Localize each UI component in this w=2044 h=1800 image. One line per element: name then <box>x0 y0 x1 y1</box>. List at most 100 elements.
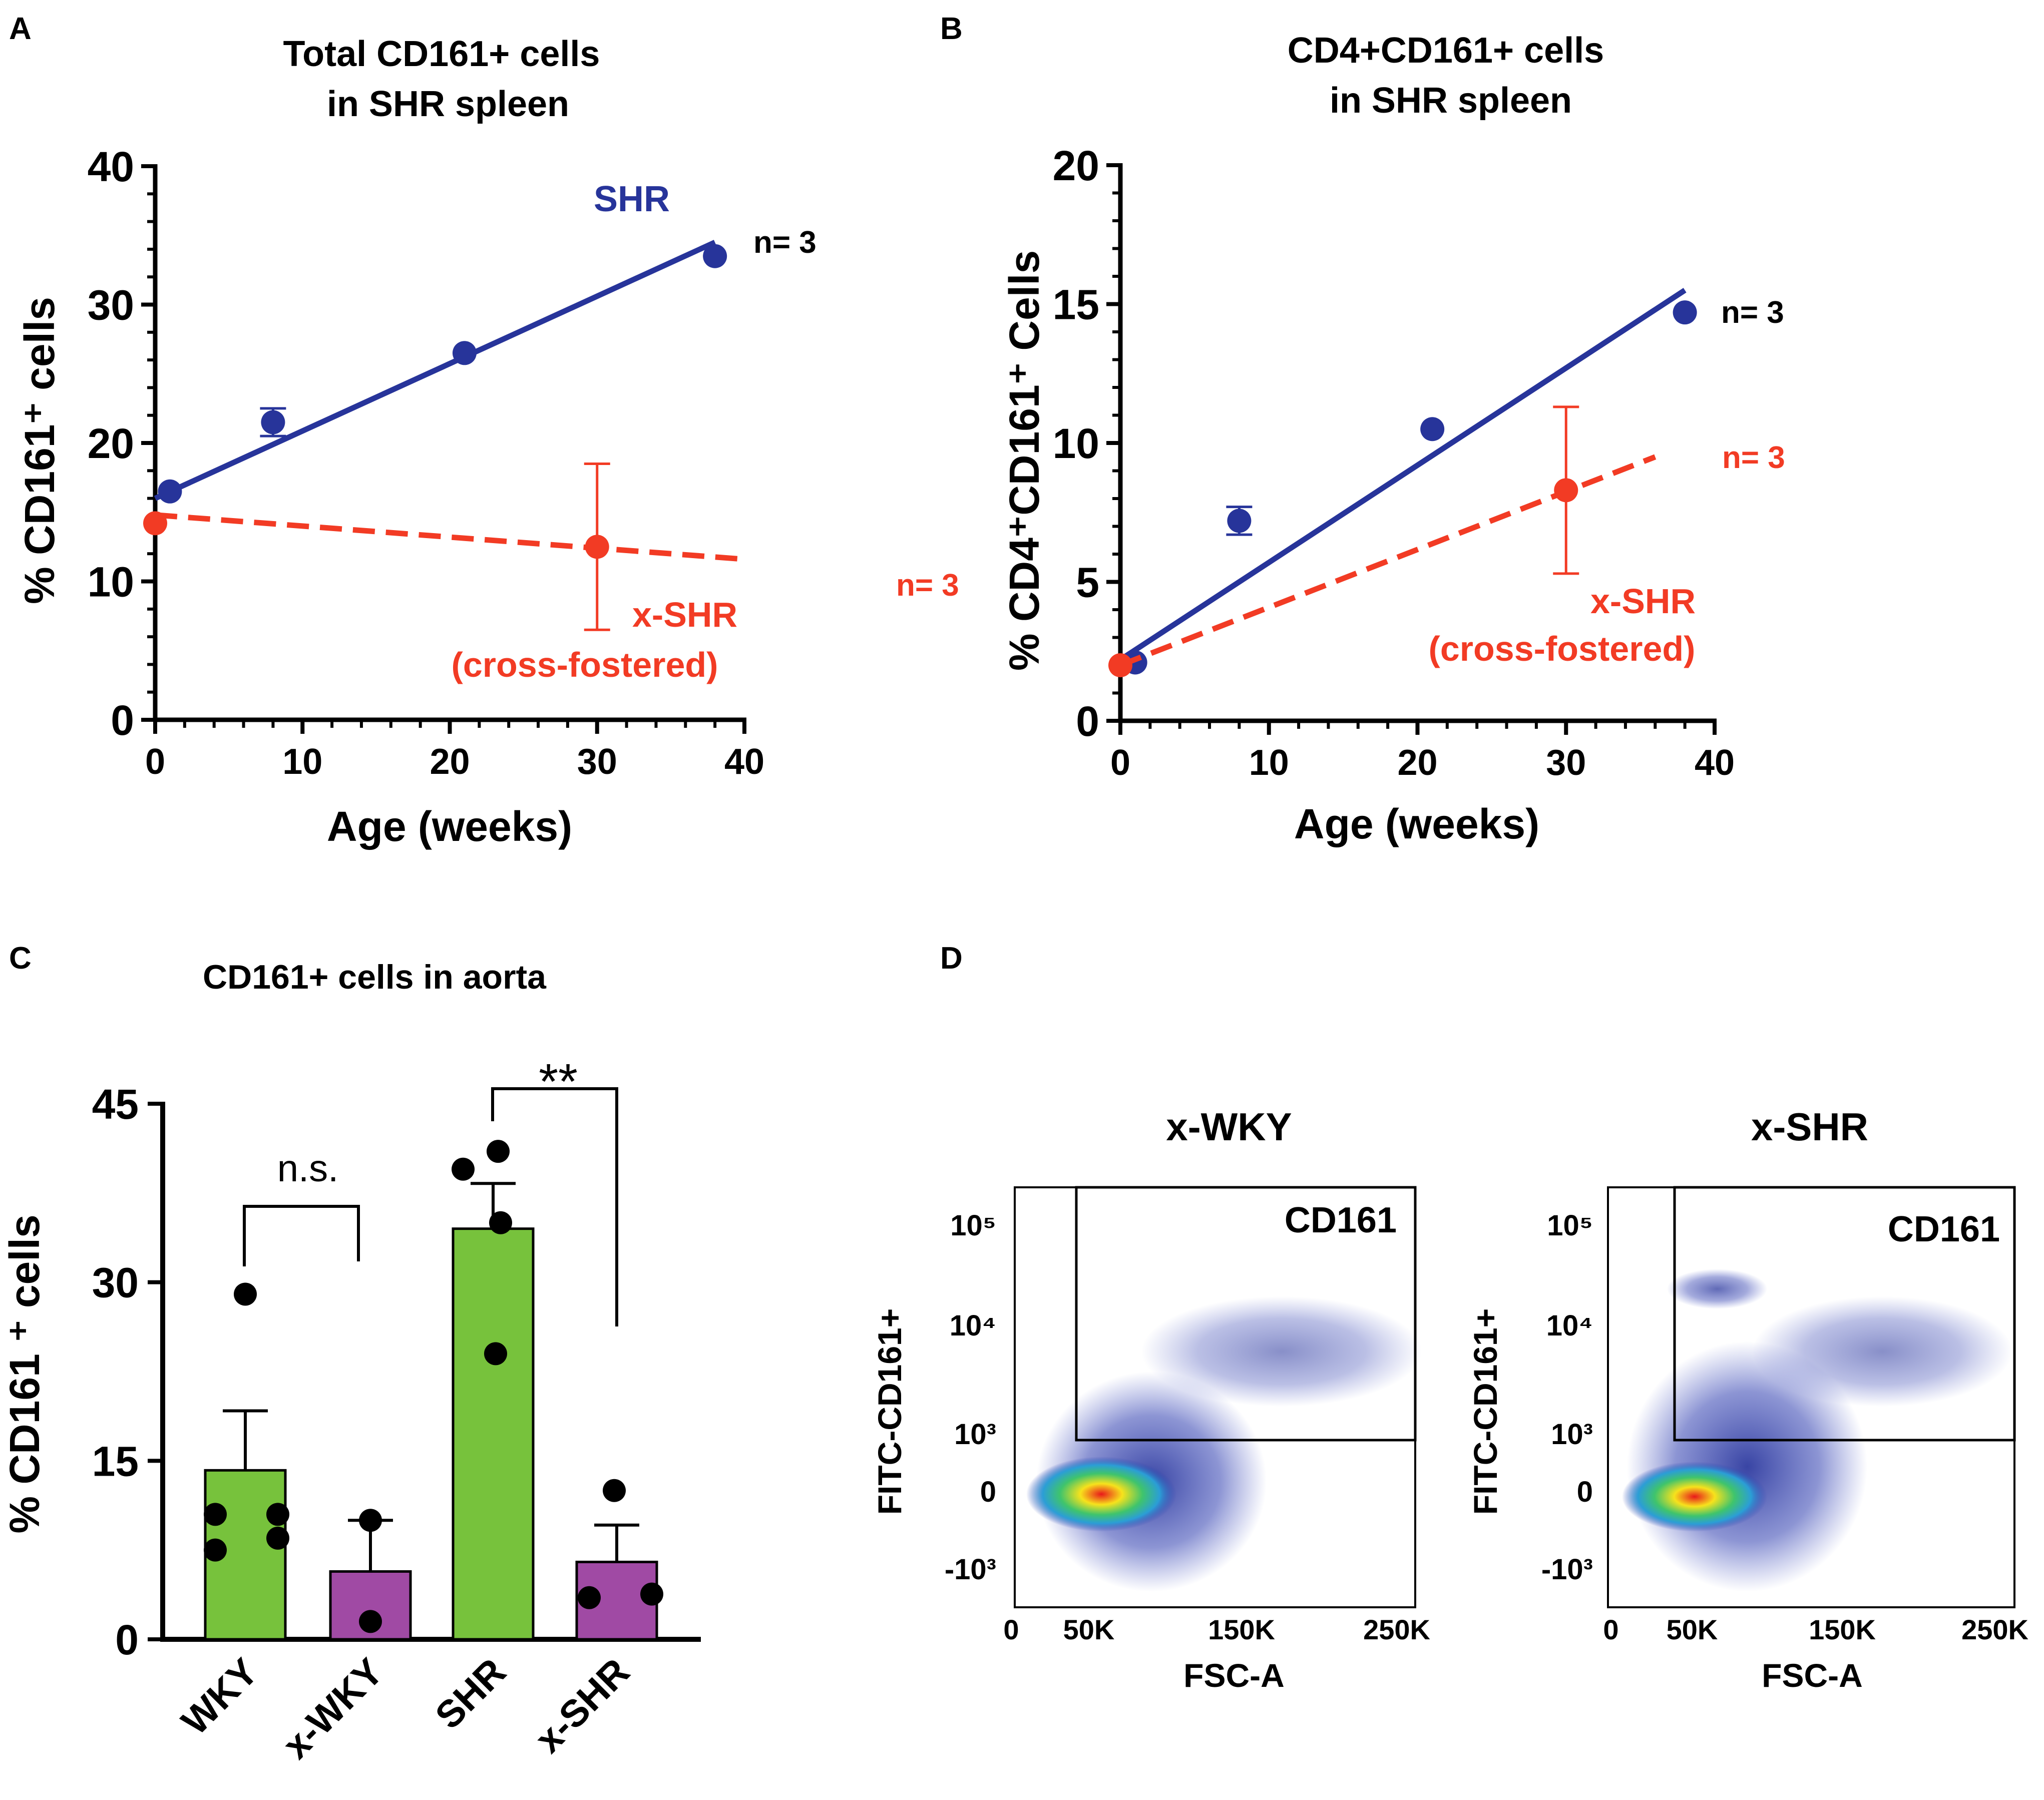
x-tick-label: 40 <box>724 742 764 782</box>
data-point <box>489 1211 512 1234</box>
data-point <box>359 1610 382 1633</box>
flow-left-xtick: 0 <box>1003 1614 1019 1645</box>
panel-a-title-line2: in SHR spleen <box>327 84 569 124</box>
flow-right-ytick: 0 <box>1577 1476 1593 1508</box>
flow-right-xtick: 150K <box>1809 1614 1876 1645</box>
panel-b-letter: B <box>940 12 963 46</box>
panel-d: D x-WKY FITC-CD161+ FSC-A CD161 10⁵ 10⁴ … <box>871 941 2028 1694</box>
flow-left-xtick: 150K <box>1208 1614 1275 1645</box>
flow-right-gate-label: CD161 <box>1888 1209 2000 1249</box>
shr-data-point <box>158 479 182 504</box>
data-point <box>487 1140 510 1163</box>
x-tick-label: 10 <box>1249 743 1289 783</box>
panel-c-plot: WKY x-WKY SHR x-SHR <box>174 1140 663 1767</box>
x-category-label: x-SHR <box>527 1650 638 1761</box>
xshr-data-point <box>1108 653 1132 677</box>
panel-d-letter: D <box>940 941 963 976</box>
flow-left-gate <box>1075 1186 1417 1442</box>
shr-data-point <box>452 341 477 365</box>
x-tick-label: 30 <box>577 742 617 782</box>
data-point <box>234 1282 257 1306</box>
flow-left-xtick: 50K <box>1063 1614 1115 1645</box>
y-tick-label: 30 <box>88 282 134 329</box>
panel-a-axes: 0 10 20 30 40 0 10 20 30 40 <box>88 143 764 782</box>
panel-c-title: CD161+ cells in aorta <box>203 958 547 996</box>
flow-right-cloud-tail <box>1752 1296 2012 1407</box>
ns-bracket <box>243 1205 360 1266</box>
data-point <box>603 1479 626 1502</box>
xshr-data-point <box>1554 478 1578 503</box>
data-point <box>359 1509 382 1532</box>
panel-b-axes: 0 5 10 15 20 0 10 20 30 40 <box>1053 142 1735 783</box>
panel-a-y-axis-label: % CD161⁺ cells <box>16 297 63 604</box>
x-tick-label: 10 <box>282 742 322 782</box>
flow-left-ytick: 0 <box>980 1476 996 1508</box>
y-tick-label: 15 <box>92 1438 139 1485</box>
flow-right-ytick: 10³ <box>1551 1418 1593 1451</box>
y-tick-label: 20 <box>88 420 134 467</box>
panel-b-n-left: n= 3 <box>896 568 959 603</box>
panel-b-n-shr: n= 3 <box>1721 295 1784 330</box>
x-tick-label: 0 <box>145 742 165 782</box>
x-category-label: WKY <box>174 1650 266 1743</box>
star-bracket <box>491 1087 618 1326</box>
flow-right-xtick: 0 <box>1603 1614 1618 1645</box>
y-tick-label: 0 <box>111 697 134 744</box>
panel-b-title-line1: CD4+CD161+ cells <box>1288 31 1604 71</box>
y-tick-label: 45 <box>92 1081 139 1128</box>
flow-right-cloud-top <box>1667 1269 1767 1309</box>
shr-data-point <box>1420 417 1445 441</box>
y-tick-label: 20 <box>1053 142 1099 189</box>
data-point <box>640 1582 663 1606</box>
x-tick-label: 30 <box>1546 743 1586 783</box>
xshr-data-point <box>585 535 609 559</box>
panel-c-y-axis-label: % CD161 ⁺ cells <box>1 1214 48 1533</box>
shr-data-point <box>703 244 727 268</box>
x-category-label: x-WKY <box>275 1650 391 1767</box>
flow-right-ytick: -10³ <box>1541 1553 1593 1586</box>
flow-left-ytick: 10⁵ <box>950 1209 996 1242</box>
flow-right-x-axis-label: FSC-A <box>1762 1657 1863 1694</box>
flow-right-hotspot <box>1622 1462 1767 1532</box>
flow-right-title: x-SHR <box>1751 1105 1868 1149</box>
flow-left-ytick: 10³ <box>954 1418 996 1451</box>
shr-fit-line <box>154 240 716 501</box>
shr-data-point <box>261 410 285 434</box>
y-tick-label: 0 <box>115 1616 139 1663</box>
panel-a-n-shr: n= 3 <box>753 225 816 260</box>
bar-shr <box>452 1227 535 1641</box>
y-tick-label: 5 <box>1076 559 1099 606</box>
flow-right-xtick: 250K <box>1961 1614 2028 1645</box>
x-tick-label: 20 <box>430 742 470 782</box>
data-point <box>452 1157 475 1181</box>
flow-left-ytick: 10⁴ <box>950 1309 996 1342</box>
flow-right-ytick: 10⁵ <box>1547 1209 1593 1242</box>
data-point <box>204 1538 227 1562</box>
data-point <box>266 1503 289 1526</box>
panel-c-letter: C <box>9 941 32 976</box>
flow-left-cloud-tail <box>1141 1296 1422 1407</box>
flow-left-hotspot <box>1026 1457 1176 1532</box>
data-point <box>578 1586 601 1609</box>
flow-left-xtick: 250K <box>1363 1614 1430 1645</box>
data-point <box>266 1526 289 1550</box>
y-tick-label: 0 <box>1076 698 1099 745</box>
panel-a-xshr-sublabel: (cross-fostered) <box>452 645 718 684</box>
flow-plot-right: x-SHR FITC-CD161+ FSC-A CD161 10⁵ 10⁴ 10… <box>1467 1105 2028 1694</box>
y-tick-label: 15 <box>1053 281 1099 328</box>
panel-a-shr-label: SHR <box>594 179 670 219</box>
flow-right-ytick: 10⁴ <box>1546 1309 1593 1342</box>
panel-a-letter: A <box>9 12 32 46</box>
y-tick-label: 30 <box>92 1259 139 1306</box>
flow-left-gate-label: CD161 <box>1285 1200 1397 1240</box>
panel-b-title-line2: in SHR spleen <box>1330 81 1572 121</box>
panel-a-x-axis-label: Age (weeks) <box>327 803 572 850</box>
y-tick-label: 40 <box>88 143 134 190</box>
flow-right-gate <box>1673 1186 2016 1442</box>
xshr-data-point <box>143 511 167 536</box>
star-label: ** <box>539 1054 578 1110</box>
flow-left-x-axis-label: FSC-A <box>1183 1657 1285 1694</box>
panel-a-plot <box>143 240 745 631</box>
data-point <box>204 1503 227 1526</box>
